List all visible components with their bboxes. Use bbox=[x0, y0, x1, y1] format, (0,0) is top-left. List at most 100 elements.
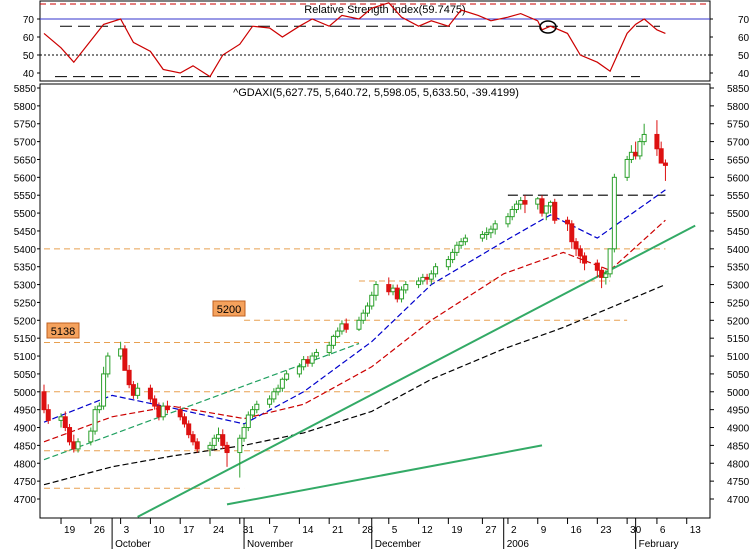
price-tick-label: 4800 bbox=[14, 459, 37, 470]
candle-body bbox=[641, 133, 647, 143]
x-tick-label: 16 bbox=[571, 525, 583, 536]
price-tick-label: 5800 bbox=[727, 102, 750, 113]
price-tick-label: 4850 bbox=[14, 441, 37, 452]
rsi-tick-label: 70 bbox=[23, 15, 35, 26]
rsi-line bbox=[43, 2, 666, 78]
candle-body bbox=[152, 398, 158, 407]
price-tick-label: 4750 bbox=[727, 477, 750, 488]
rsi-frame bbox=[39, 0, 711, 82]
price-tick-label: 5700 bbox=[727, 138, 750, 149]
candle-body bbox=[245, 414, 251, 429]
candle-body bbox=[220, 434, 226, 446]
price-tick-label: 5850 bbox=[727, 84, 750, 95]
candle-body bbox=[599, 269, 605, 278]
rsi-tick-label: 50 bbox=[23, 51, 35, 62]
candle-body bbox=[164, 405, 170, 411]
candle-body bbox=[535, 198, 541, 205]
candle-body bbox=[237, 437, 243, 454]
candle-body bbox=[390, 287, 396, 293]
candle-body bbox=[105, 355, 111, 375]
candle-body bbox=[309, 355, 315, 364]
candle-body bbox=[543, 205, 549, 214]
price-tick-label: 5750 bbox=[727, 120, 750, 131]
rsi-tick-label: 60 bbox=[738, 33, 750, 44]
candle-body bbox=[552, 201, 558, 221]
candle-body bbox=[250, 409, 256, 416]
candle-body bbox=[505, 216, 511, 225]
x-tick-label: 19 bbox=[64, 525, 76, 536]
x-tick-label: 9 bbox=[541, 525, 547, 536]
x-tick-label: 28 bbox=[362, 525, 374, 536]
price-tick-label: 4950 bbox=[727, 406, 750, 417]
candle-body bbox=[399, 289, 405, 300]
candle-body bbox=[254, 403, 260, 411]
x-tick-label: 19 bbox=[451, 525, 463, 536]
price-tick-label: 5000 bbox=[727, 388, 750, 399]
candle-body bbox=[135, 387, 141, 396]
candle-body bbox=[522, 200, 528, 205]
price-tick-label: 4900 bbox=[14, 424, 37, 435]
candle-body bbox=[548, 201, 554, 207]
candle-body bbox=[518, 200, 524, 205]
candle-body bbox=[92, 409, 98, 432]
candle-body bbox=[569, 223, 575, 243]
candle-body bbox=[313, 351, 319, 357]
candle-body bbox=[101, 373, 107, 407]
price-tick-label: 5250 bbox=[727, 298, 750, 309]
candle-body bbox=[488, 228, 494, 234]
price-tick-label: 4950 bbox=[14, 406, 37, 417]
rsi-tick-label: 40 bbox=[738, 69, 750, 80]
price-tick-label: 5450 bbox=[727, 227, 750, 238]
annotation-5138-label: 5138 bbox=[51, 326, 75, 338]
x-axis-months: October November December 2006 February bbox=[111, 518, 679, 550]
x-tick-label: 27 bbox=[485, 525, 497, 536]
candle-body bbox=[539, 198, 545, 214]
candle-body bbox=[428, 273, 434, 280]
candle-body bbox=[582, 255, 588, 264]
candle-body bbox=[130, 384, 136, 396]
x-tick-label: 17 bbox=[183, 525, 195, 536]
price-tick-label: 4700 bbox=[14, 495, 37, 506]
candle-body bbox=[330, 335, 336, 346]
price-tick-label: 5650 bbox=[14, 155, 37, 166]
candle-body bbox=[207, 444, 213, 450]
candle-body bbox=[241, 427, 247, 439]
price-tick-label: 5050 bbox=[14, 370, 37, 381]
price-tick-label: 4800 bbox=[727, 459, 750, 470]
price-tick-label: 5100 bbox=[727, 352, 750, 363]
candle-body bbox=[433, 266, 439, 275]
x-tick-label: 24 bbox=[213, 525, 225, 536]
candle-body bbox=[607, 248, 613, 275]
candle-body bbox=[565, 219, 571, 225]
candle-body bbox=[88, 430, 94, 443]
candle-body bbox=[186, 423, 192, 436]
candle-body bbox=[637, 141, 643, 157]
annotation-5138: 5138 bbox=[46, 322, 80, 339]
candle-body bbox=[356, 319, 362, 330]
candle-body bbox=[492, 223, 498, 230]
x-tick-label: 5 bbox=[392, 525, 398, 536]
candle-body bbox=[122, 348, 128, 371]
candle-body bbox=[416, 280, 422, 286]
candle-body bbox=[96, 405, 102, 411]
candle-body bbox=[326, 344, 332, 353]
rsi-tick-label: 60 bbox=[23, 33, 35, 44]
price-tick-label: 5450 bbox=[14, 227, 37, 238]
price-tick-label: 5150 bbox=[14, 334, 37, 345]
candle-body bbox=[369, 294, 375, 307]
x-tick-label: 12 bbox=[422, 525, 434, 536]
x-month-label: 2006 bbox=[507, 539, 530, 549]
candle-body bbox=[654, 133, 660, 150]
candle-body bbox=[633, 151, 639, 157]
rsi-panel: Relative Strength Index(59.7475) 40 50 60 7… bbox=[23, 0, 750, 82]
candle-body bbox=[611, 176, 617, 250]
price-tick-label: 5800 bbox=[14, 102, 37, 113]
candle-body bbox=[156, 405, 162, 418]
price-y-axis-left: 4700 4750 4800 4850 4900 4950 5000 5050 5100 5150… bbox=[14, 84, 40, 506]
price-y-axis-right: 4700 4750 4800 4850 4900 4950 5000 5050 5100 5150… bbox=[710, 84, 750, 506]
candle-body bbox=[603, 273, 609, 278]
candle-body bbox=[573, 241, 579, 250]
candle-body bbox=[45, 409, 51, 421]
price-tick-label: 5350 bbox=[727, 263, 750, 274]
